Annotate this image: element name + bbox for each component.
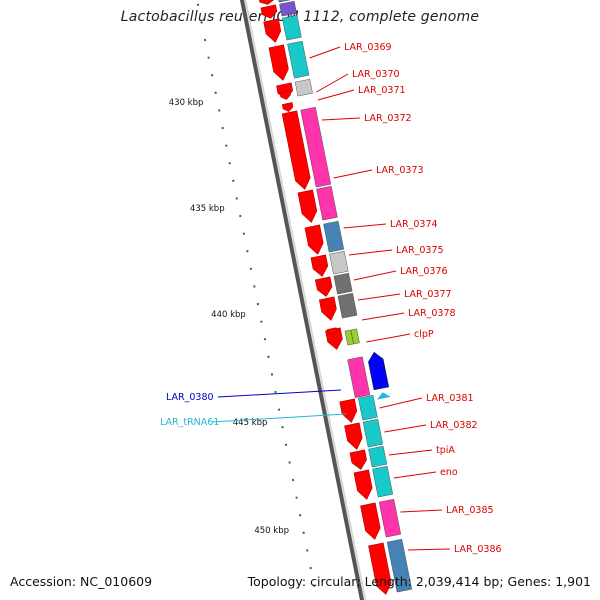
cds-arrow [268,44,289,81]
gene-label: LAR_0370 [352,69,400,80]
scale-label: 440 kbp [211,310,246,320]
cds-arrow [368,542,392,595]
scale-label: 435 kbp [190,204,225,214]
cds-arrow [349,449,367,470]
gene-label: LAR_tRNA61 [160,417,219,428]
cog-box [287,40,310,79]
cog-box [378,498,402,538]
cog-box [323,220,345,253]
cds-arrow [360,502,381,540]
cds-arrow [281,110,311,190]
cog-box [300,106,332,188]
gene-label: eno [440,467,458,478]
gene-label-leader [333,169,373,179]
gene-label: LAR_0377 [404,289,452,300]
cog-box [282,14,302,41]
map-title: Lactobacillus reuteri JCM 1112, complete… [120,9,480,25]
gene-label-leader [353,270,397,281]
cog-box [329,250,349,275]
genome-backbone-highlight [243,0,367,600]
gene-label-leader [388,449,433,456]
cds-arrow [260,4,278,19]
trna-marker [377,392,391,400]
gene-label-leader [211,413,346,423]
gene-label-leader [361,312,405,321]
cds-arrow [318,296,337,321]
gene-label-leader [343,223,387,229]
cds-arrow [310,254,329,277]
cds-arrow [314,276,333,297]
cog-box [294,78,313,97]
gene-label: LAR_0386 [454,544,502,555]
cog-box [362,418,384,448]
gene-label-leader [321,117,361,121]
gene-label: LAR_0375 [396,245,444,256]
gene-label-leader [217,389,342,398]
gene-label: LAR_0381 [426,393,474,404]
cds-arrow [344,422,363,450]
genome-backbone [239,0,367,600]
gene-label-leader [316,73,349,93]
cog-box [358,394,378,421]
cds-arrow [339,398,358,423]
cds-arrow [353,469,373,500]
cog-box [386,538,413,593]
cds-arrow [326,327,338,335]
gene-label: LAR_0373 [376,165,424,176]
cds-arrow [281,102,294,112]
cds-arrow [304,224,324,255]
genome-summary-text: Topology: circular; Length: 2,039,414 bp… [247,574,591,589]
gene-label: LAR_0371 [358,85,406,96]
cog-box [279,0,297,17]
cog-box [372,465,394,498]
cog-box [316,185,338,221]
scale-label: 430 kbp [169,98,204,108]
gene-label: LAR_0376 [400,266,448,277]
cds-arrow [279,90,291,100]
gene-label: LAR_0378 [408,308,456,319]
gene-label-leader [407,548,451,551]
accession-text: Accession: NC_010609 [10,574,153,589]
cog-box [333,272,353,295]
gene-label: LAR_0374 [390,219,438,230]
cds-arrow [259,0,275,5]
gene-label-leader [400,509,443,513]
scale-label: 445 kbp [233,418,268,428]
gene-label: LAR_0380 [166,392,214,403]
cog-box [337,292,358,319]
gene-label-leader [384,424,427,433]
gene-label-leader [348,249,393,256]
gene-label: clpP [414,329,434,340]
cog-box [350,328,360,345]
gene-label: LAR_0385 [446,505,494,516]
gene-label-leader [317,89,355,101]
cog-box [347,356,371,398]
gene-label-leader [357,293,401,301]
gene-label: LAR_0382 [430,420,478,431]
cds-arrow [297,189,318,223]
gene-label: LAR_0369 [344,42,392,53]
cog-box [368,445,388,468]
gene-label: LAR_0372 [364,113,412,124]
gene-label-leader [379,397,423,409]
cds-arrow [263,18,282,43]
scale-label: 450 kbp [254,526,289,536]
reverse-cds-arrow [368,351,390,391]
gene-label-leader [393,471,437,479]
gene-label-leader [309,46,341,59]
gene-label: tpiA [436,445,455,456]
gene-label-leader [366,333,411,343]
cog-box [278,0,291,3]
